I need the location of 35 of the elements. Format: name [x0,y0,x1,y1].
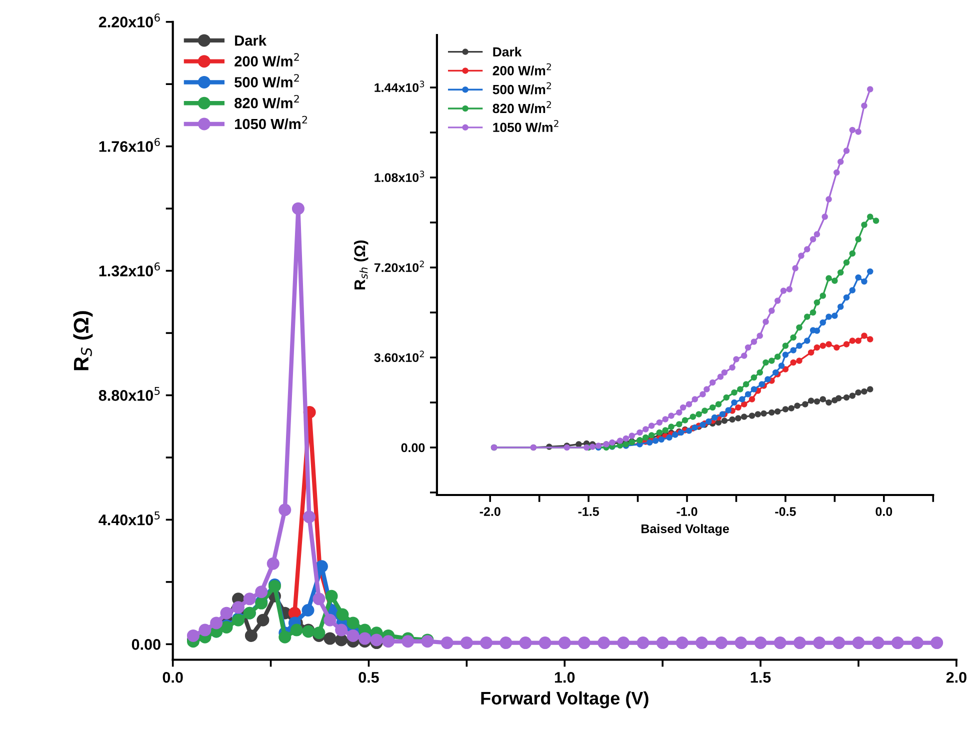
legend-label: Dark [235,34,267,46]
x-axis-title: Baised Voltage [642,524,729,536]
y-tick-label: 3.60x10$^{2}$ [374,350,424,362]
x-tick-label: 0.5 [358,672,379,683]
y-tick-label: 1.44x10$^{3}$ [374,80,424,92]
x-axis-title: Forward Voltage (V) [481,691,648,708]
legend-label: 500 W/m$^{2}$ [234,74,299,88]
x-tick-label: -1.5 [578,507,599,516]
y-tick-label: 1.32x10$^{6}$ [99,262,160,276]
y-tick-label: 1.08x10$^{3}$ [374,170,424,182]
x-tick-label: -1.0 [676,507,698,516]
y-tick-label: 0.00 [401,443,425,452]
x-tick-label: -2.0 [480,507,500,516]
legend-label: 200 W/m$^{2}$ [234,53,299,67]
x-tick-label: 1.5 [750,672,771,683]
legend-label: Dark [493,46,522,57]
legend-label: 200 W/m$^{2}$ [492,63,551,76]
y-tick-label: 1.76x10$^{6}$ [99,138,160,152]
legend-label: 820 W/m$^{2}$ [234,94,299,108]
y-axis-title: R$_{sh}$ (Ω) [354,240,368,290]
y-tick-label: 2.20x10$^{6}$ [98,14,160,28]
x-tick-label: 2.0 [946,672,966,683]
y-axis-title: R$_{S}$ (Ω) [73,311,93,370]
x-tick-label: 1.0 [554,672,575,683]
x-tick-label: 0.0 [162,672,183,683]
y-tick-label: 4.40x10$^{5}$ [98,512,160,526]
legend-label: 500 W/m$^{2}$ [492,82,551,94]
y-tick-label: 0.00 [132,639,160,650]
y-tick-label: 7.20x10$^{2}$ [374,260,424,272]
legend-label: 1050 W/m$^{2}$ [235,116,307,130]
x-tick-label: 0.0 [876,507,892,516]
legend-label: 1050 W/m$^{2}$ [493,120,558,132]
x-tick-label: -0.5 [775,507,796,516]
y-tick-label: 8.80x10$^{5}$ [98,387,160,401]
legend-label: 820 W/m$^{2}$ [492,101,551,114]
